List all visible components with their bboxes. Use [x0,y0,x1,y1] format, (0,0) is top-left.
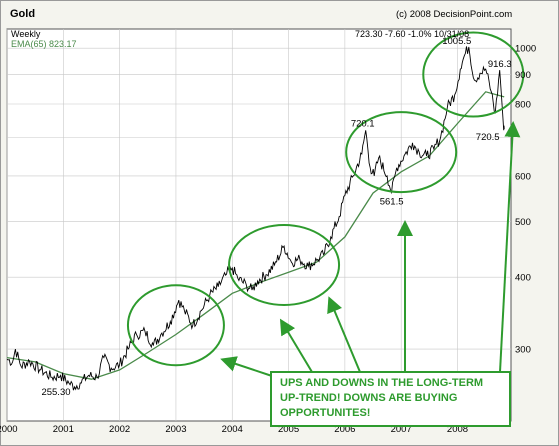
highlight-circle [422,31,525,118]
y-tick-label: 600 [515,171,531,182]
x-tick-label: 2005 [278,424,299,435]
ema-series [6,91,505,380]
plot-area [6,28,512,422]
price-label: 1005.5 [442,36,471,47]
axes: 300 400 500 600 800 900 1000 2000 2001 2002 2003 20… [0,44,536,435]
highlight-circles [126,31,525,367]
x-tick-label: 2002 [109,424,130,435]
price-line [6,46,505,391]
price-label: 255.30 [41,387,70,398]
grid [6,29,511,421]
x-tick-label: 2003 [165,424,186,435]
annotation-arrow [327,296,361,373]
price-labels: 255.30 720.1 561.5 1005.5 916.3 720.5 [41,36,511,398]
ema-legend: EMA(65) 823.17 [11,39,77,49]
annotation-arrow [279,318,313,373]
highlight-circle [126,284,225,367]
y-tick-label: 1000 [515,44,536,55]
annotation-box: UPS AND DOWNS IN THE LONG-TERM UP-TREND!… [270,371,511,427]
credit-text: (c) 2008 DecisionPoint.com [396,9,512,20]
chart-title: Gold [10,8,35,20]
price-label: 561.5 [380,196,404,207]
x-tick-label: 2008 [447,424,468,435]
y-tick-label: 400 [515,273,531,284]
x-tick-label: 2007 [391,424,412,435]
annotation-arrow [220,356,273,377]
price-label: 720.5 [476,132,500,143]
highlight-circle [345,111,458,194]
x-tick-label: 2006 [334,424,355,435]
ema-line [6,91,505,380]
y-tick-label: 500 [515,217,531,228]
y-tick-label: 900 [515,70,531,81]
highlight-circle [228,224,341,307]
annotation-arrows [220,121,521,377]
y-tick-label: 300 [515,345,531,356]
x-tick-label: 2000 [0,424,18,435]
price-label: 720.1 [351,118,375,129]
quote-readout: 723.30 -7.60 -1.0% 10/31/08 [355,29,469,39]
price-label: 916.3 [488,59,512,70]
y-tick-label: 800 [515,99,531,110]
period-label: Weekly [11,29,41,39]
x-tick-label: 2001 [53,424,74,435]
x-tick-label: 2004 [222,424,243,435]
price-series [6,46,505,391]
annotation-arrow [499,121,521,373]
